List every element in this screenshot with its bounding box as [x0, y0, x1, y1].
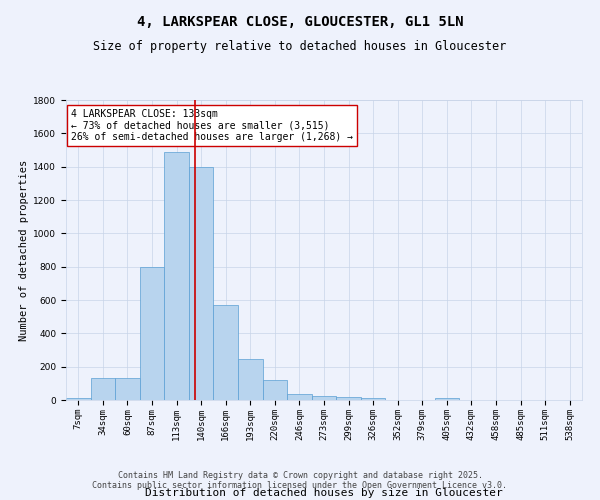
Bar	[164, 152, 189, 400]
Y-axis label: Number of detached properties: Number of detached properties	[19, 160, 29, 340]
Bar	[66, 398, 91, 400]
Bar	[361, 398, 385, 400]
Text: 4, LARKSPEAR CLOSE, GLOUCESTER, GL1 5LN: 4, LARKSPEAR CLOSE, GLOUCESTER, GL1 5LN	[137, 15, 463, 29]
Text: 4 LARKSPEAR CLOSE: 133sqm
← 73% of detached houses are smaller (3,515)
26% of se: 4 LARKSPEAR CLOSE: 133sqm ← 73% of detac…	[71, 109, 353, 142]
Bar	[238, 359, 263, 400]
Bar	[312, 396, 336, 400]
Bar	[287, 394, 312, 400]
Text: Size of property relative to detached houses in Gloucester: Size of property relative to detached ho…	[94, 40, 506, 53]
Bar	[91, 378, 115, 400]
X-axis label: Distribution of detached houses by size in Gloucester: Distribution of detached houses by size …	[145, 488, 503, 498]
Bar	[189, 166, 214, 400]
Text: Contains HM Land Registry data © Crown copyright and database right 2025.
Contai: Contains HM Land Registry data © Crown c…	[92, 470, 508, 490]
Bar	[263, 380, 287, 400]
Bar	[140, 266, 164, 400]
Bar	[214, 305, 238, 400]
Bar	[336, 396, 361, 400]
Bar	[115, 378, 140, 400]
Bar	[434, 398, 459, 400]
